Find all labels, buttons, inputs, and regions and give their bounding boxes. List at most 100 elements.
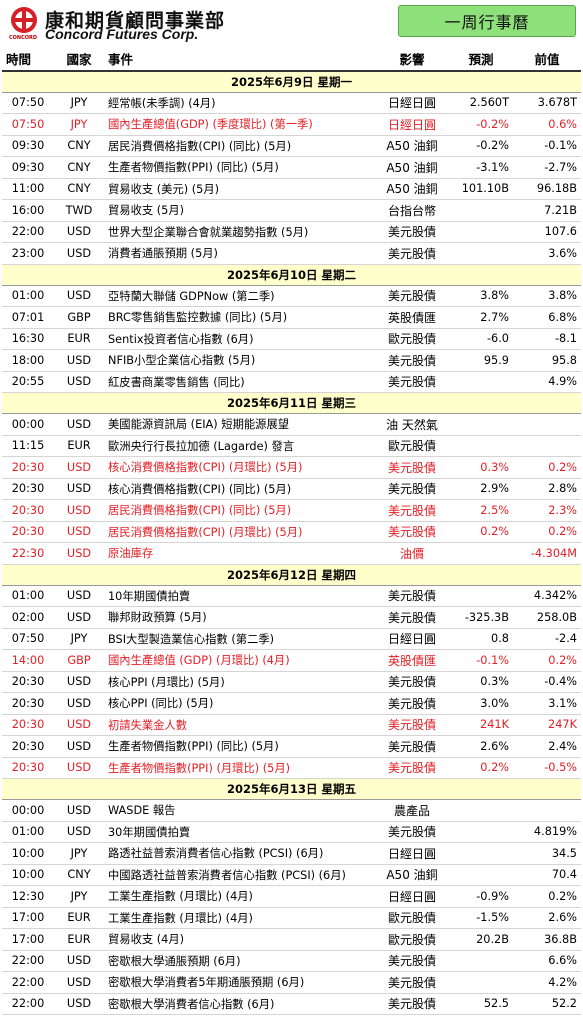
event-forecast: 101.10B: [449, 178, 513, 200]
event-row: 20:30 USD 核心消費價格指數(CPI) (同比) (5月) 美元股債 2.9% 2…: [2, 478, 581, 500]
event-previous: [513, 435, 581, 457]
day-header-row: 2025年6月13日 星期五: [2, 778, 581, 800]
event-time: 00:00: [2, 799, 54, 822]
event-forecast: 0.3%: [449, 671, 513, 693]
company-logo: CONCORD 康和期貨顧問事業部 Concord Futures Corp.: [8, 6, 233, 42]
event-previous: 247K: [513, 714, 581, 736]
event-forecast: -325.3B: [449, 606, 513, 629]
event-previous: 3.6%: [513, 242, 581, 265]
event-country: USD: [54, 671, 104, 693]
day-header-row: 2025年6月10日 星期二: [2, 263, 581, 286]
event-name: 亞特蘭大聯儲 GDPNow (第二季): [104, 285, 375, 307]
event-forecast: 0.2%: [449, 757, 513, 779]
event-previous: 4.2%: [513, 971, 581, 994]
event-country: USD: [54, 799, 104, 822]
event-forecast: [449, 242, 513, 265]
event-time: 01:00: [2, 585, 54, 607]
event-name: 30年期國債拍賣: [104, 821, 375, 843]
event-row: 00:00 USD WASDE 報告 農產品: [2, 799, 581, 822]
event-row: 01:00 USD 10年期國債拍賣 美元股債 4.342%: [2, 585, 581, 607]
event-name: 貿易收支 (5月): [104, 199, 375, 222]
event-row: 17:00 EUR 貿易收支 (4月) 歐元股債 20.2B 36.8B: [2, 928, 581, 951]
event-row: 16:30 EUR Sentix投資者信心指數 (6月) 歐元股債 -6.0 -8.1: [2, 328, 581, 350]
event-row: 20:30 USD 居民消費價格指數(CPI) (同比) (5月) 美元股債 2.5% 2…: [2, 499, 581, 522]
event-row: 22:00 USD 世界大型企業聯合會就業趨勢指數 (5月) 美元股債 107.6: [2, 221, 581, 243]
event-name: NFIB小型企業信心指數 (5月): [104, 349, 375, 372]
event-row: 10:00 CNY 中國路透社益普索消費者信心指數 (PCSI) (6月) A50 油…: [2, 864, 581, 886]
event-time: 20:30: [2, 456, 54, 479]
event-forecast: [449, 371, 513, 393]
event-name: 路透社益普索消費者信心指數 (PCSI) (6月): [104, 842, 375, 865]
event-previous: 6.8%: [513, 306, 581, 329]
event-name: 生產者物價指數(PPI) (同比) (5月): [104, 156, 375, 179]
event-row: 22:00 USD 密歇根大學通脹預期 (6月) 美元股債 6.6%: [2, 950, 581, 972]
event-previous: 3.1%: [513, 692, 581, 715]
event-impact: 美元股債: [375, 971, 449, 994]
event-impact: 英股債匯: [375, 649, 449, 672]
event-row: 20:30 USD 生產者物價指數(PPI) (同比) (5月) 美元股債 2.6% 2.…: [2, 735, 581, 758]
event-previous: -0.5%: [513, 757, 581, 779]
event-country: JPY: [54, 628, 104, 650]
event-forecast: [449, 842, 513, 865]
event-previous: 4.819%: [513, 821, 581, 843]
event-forecast: -0.1%: [449, 649, 513, 672]
event-name: 密歇根大學消費者5年期通脹預期 (6月): [104, 971, 375, 994]
event-previous: 0.2%: [513, 456, 581, 479]
event-row: 01:00 USD 30年期國債拍賣 美元股債 4.819%: [2, 821, 581, 843]
event-country: USD: [54, 478, 104, 500]
event-impact: 農產品: [375, 799, 449, 822]
event-forecast: -1.5%: [449, 907, 513, 929]
event-row: 07:50 JPY 經常帳(未季調) (4月) 日經日圓 2.560T 3.678T: [2, 92, 581, 114]
event-time: 07:01: [2, 306, 54, 329]
event-row: 01:00 USD 亞特蘭大聯儲 GDPNow (第二季) 美元股債 3.8% 3.8%: [2, 285, 581, 307]
event-row: 02:00 USD 聯邦財政預算 (5月) 美元股債 -325.3B 258.0B: [2, 606, 581, 629]
event-forecast: -0.2%: [449, 113, 513, 136]
event-country: TWD: [54, 199, 104, 222]
event-name: Sentix投資者信心指數 (6月): [104, 328, 375, 350]
event-row: 22:00 USD 密歇根大學消費者信心指數 (6月) 美元股債 52.5 52.2: [2, 993, 581, 1015]
event-time: 01:00: [2, 285, 54, 307]
event-country: USD: [54, 499, 104, 522]
event-previous: -0.1%: [513, 135, 581, 157]
event-time: 22:30: [2, 542, 54, 565]
event-previous: 36.8B: [513, 928, 581, 951]
event-forecast: 0.3%: [449, 456, 513, 479]
event-name: 貿易收支 (4月): [104, 928, 375, 951]
event-forecast: 241K: [449, 714, 513, 736]
event-name: 生產者物價指數(PPI) (月環比) (5月): [104, 757, 375, 779]
event-forecast: [449, 821, 513, 843]
event-impact: 歐元股債: [375, 435, 449, 457]
event-forecast: 0.2%: [449, 521, 513, 543]
event-name: 經常帳(未季調) (4月): [104, 92, 375, 114]
event-previous: -4.304M: [513, 542, 581, 565]
event-country: USD: [54, 371, 104, 393]
event-time: 02:00: [2, 606, 54, 629]
event-previous: 34.5: [513, 842, 581, 865]
event-name: 居民消費價格指數(CPI) (同比) (5月): [104, 499, 375, 522]
event-country: USD: [54, 242, 104, 265]
event-impact: 日經日圓: [375, 885, 449, 908]
event-forecast: 3.0%: [449, 692, 513, 715]
event-impact: 台指台幣: [375, 199, 449, 222]
table-header-row: 時間 國家 事件 影響 預測 前值: [2, 47, 581, 72]
event-impact: A50 油銅: [375, 135, 449, 157]
event-name: BSI大型製造業信心指數 (第二季): [104, 628, 375, 650]
event-name: 世界大型企業聯合會就業趨勢指數 (5月): [104, 221, 375, 243]
event-row: 07:50 JPY 國內生產總值(GDP) (季度環比) (第一季) 日經日圓 -0.2…: [2, 113, 581, 136]
event-previous: [513, 799, 581, 822]
event-previous: 4.342%: [513, 585, 581, 607]
event-name: 貿易收支 (美元) (5月): [104, 178, 375, 200]
event-time: 00:00: [2, 413, 54, 436]
event-time: 20:30: [2, 757, 54, 779]
event-previous: 3.8%: [513, 285, 581, 307]
event-impact: A50 油銅: [375, 864, 449, 886]
event-country: USD: [54, 521, 104, 543]
event-previous: 2.8%: [513, 478, 581, 500]
company-name-cn: 康和期貨顧問事業部: [45, 10, 226, 32]
event-country: USD: [54, 456, 104, 479]
event-time: 18:00: [2, 349, 54, 372]
event-country: USD: [54, 585, 104, 607]
event-time: 20:30: [2, 671, 54, 693]
event-name: 核心PPI (月環比) (5月): [104, 671, 375, 693]
event-time: 10:00: [2, 864, 54, 886]
